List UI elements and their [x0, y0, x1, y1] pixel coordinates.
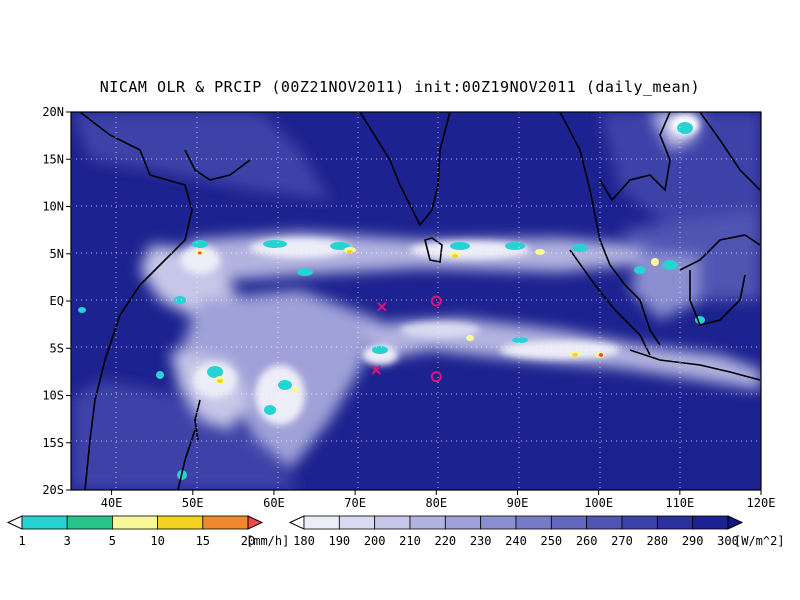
circle-marker [430, 295, 442, 307]
lon-label: 120E [747, 496, 776, 510]
colorbar-label: 3 [64, 534, 71, 548]
lon-label: 50E [182, 496, 204, 510]
lon-label: 60E [263, 496, 285, 510]
colorbar-right-arrow [247, 515, 264, 530]
colorbar-swatch [656, 515, 694, 530]
colorbar-swatch [66, 515, 113, 530]
colorbar-label: 20 [241, 534, 255, 548]
lat-label: 20N [42, 105, 64, 119]
x-marker [377, 301, 387, 312]
lat-label: 10N [42, 200, 64, 214]
lon-label: 110E [665, 496, 694, 510]
colorbar-swatch [692, 515, 729, 530]
colorbar-swatch [112, 515, 159, 530]
colorbar-label: 260 [576, 534, 598, 548]
colorbar-swatch [338, 515, 376, 530]
map-title: NICAM OLR & PRCIP (00Z21NOV2011) init:00… [99, 78, 701, 96]
colorbar-label: 300 [717, 534, 739, 548]
colorbar-unit: [mm/h] [246, 534, 289, 548]
colorbar-label: 270 [611, 534, 633, 548]
colorbar-label: 5 [109, 534, 116, 548]
precip-colorbar: 1 3 5 10 15 20[mm/h] [6, 515, 289, 548]
colorbar-label: 1 [18, 534, 25, 548]
colorbar-label: 200 [364, 534, 386, 548]
colorbar-label: 280 [646, 534, 668, 548]
olr-colorbar: 180 190 200 210 220 230 240 250 260 270 280 290 300[… [288, 515, 785, 548]
colorbar-label: 250 [540, 534, 562, 548]
colorbar-swatch [21, 515, 68, 530]
colorbar-label: 220 [434, 534, 456, 548]
map-plot-area [71, 112, 761, 490]
colorbar-swatch [480, 515, 517, 530]
lat-label: 20S [42, 483, 64, 497]
lat-label: 10S [42, 389, 64, 403]
colorbar-swatch [303, 515, 340, 530]
colorbar-swatch [621, 515, 658, 530]
grid-lines [71, 112, 761, 490]
latitude-labels: 20N 15N 10N 5N EQ 5S 10S 15S 20S [42, 105, 71, 497]
x-marker [371, 365, 381, 375]
lon-label: 70E [344, 496, 366, 510]
lat-label: 15N [42, 152, 64, 166]
colorbar-swatch [374, 515, 411, 530]
colorbar-unit: [W/m^2] [734, 534, 785, 548]
colorbar-label: 230 [470, 534, 492, 548]
coastlines [79, 112, 761, 490]
colorbar-label: 240 [505, 534, 527, 548]
colorbar-label: 290 [682, 534, 704, 548]
lat-label: 15S [42, 436, 64, 450]
colorbar-label: 180 [293, 534, 315, 548]
location-markers [371, 295, 442, 383]
colorbar-label: 10 [150, 534, 164, 548]
colorbar-swatch [550, 515, 588, 530]
colorbar-left-arrow [6, 515, 23, 530]
colorbar-label: 190 [328, 534, 350, 548]
lon-label: 80E [425, 496, 447, 510]
lat-label: EQ [50, 294, 64, 308]
colorbar-swatch [444, 515, 482, 530]
lat-label: 5S [50, 341, 64, 355]
lon-label: 100E [584, 496, 613, 510]
lat-label: 5N [50, 247, 64, 261]
colorbar-right-arrow [727, 515, 744, 530]
colorbar-label: 210 [399, 534, 421, 548]
lon-label: 40E [101, 496, 123, 510]
colorbar-swatch [515, 515, 552, 530]
colorbar-swatch [157, 515, 204, 530]
colorbar-swatch [409, 515, 446, 530]
colorbar-swatch [586, 515, 623, 530]
lon-label: 90E [507, 496, 529, 510]
colorbar-label: 15 [196, 534, 210, 548]
longitude-labels: 40E 50E 60E 70E 80E 90E 100E 110E 120E [101, 490, 776, 510]
colorbar-swatch [202, 515, 249, 530]
circle-marker [430, 371, 442, 383]
colorbar-left-arrow [288, 515, 305, 530]
